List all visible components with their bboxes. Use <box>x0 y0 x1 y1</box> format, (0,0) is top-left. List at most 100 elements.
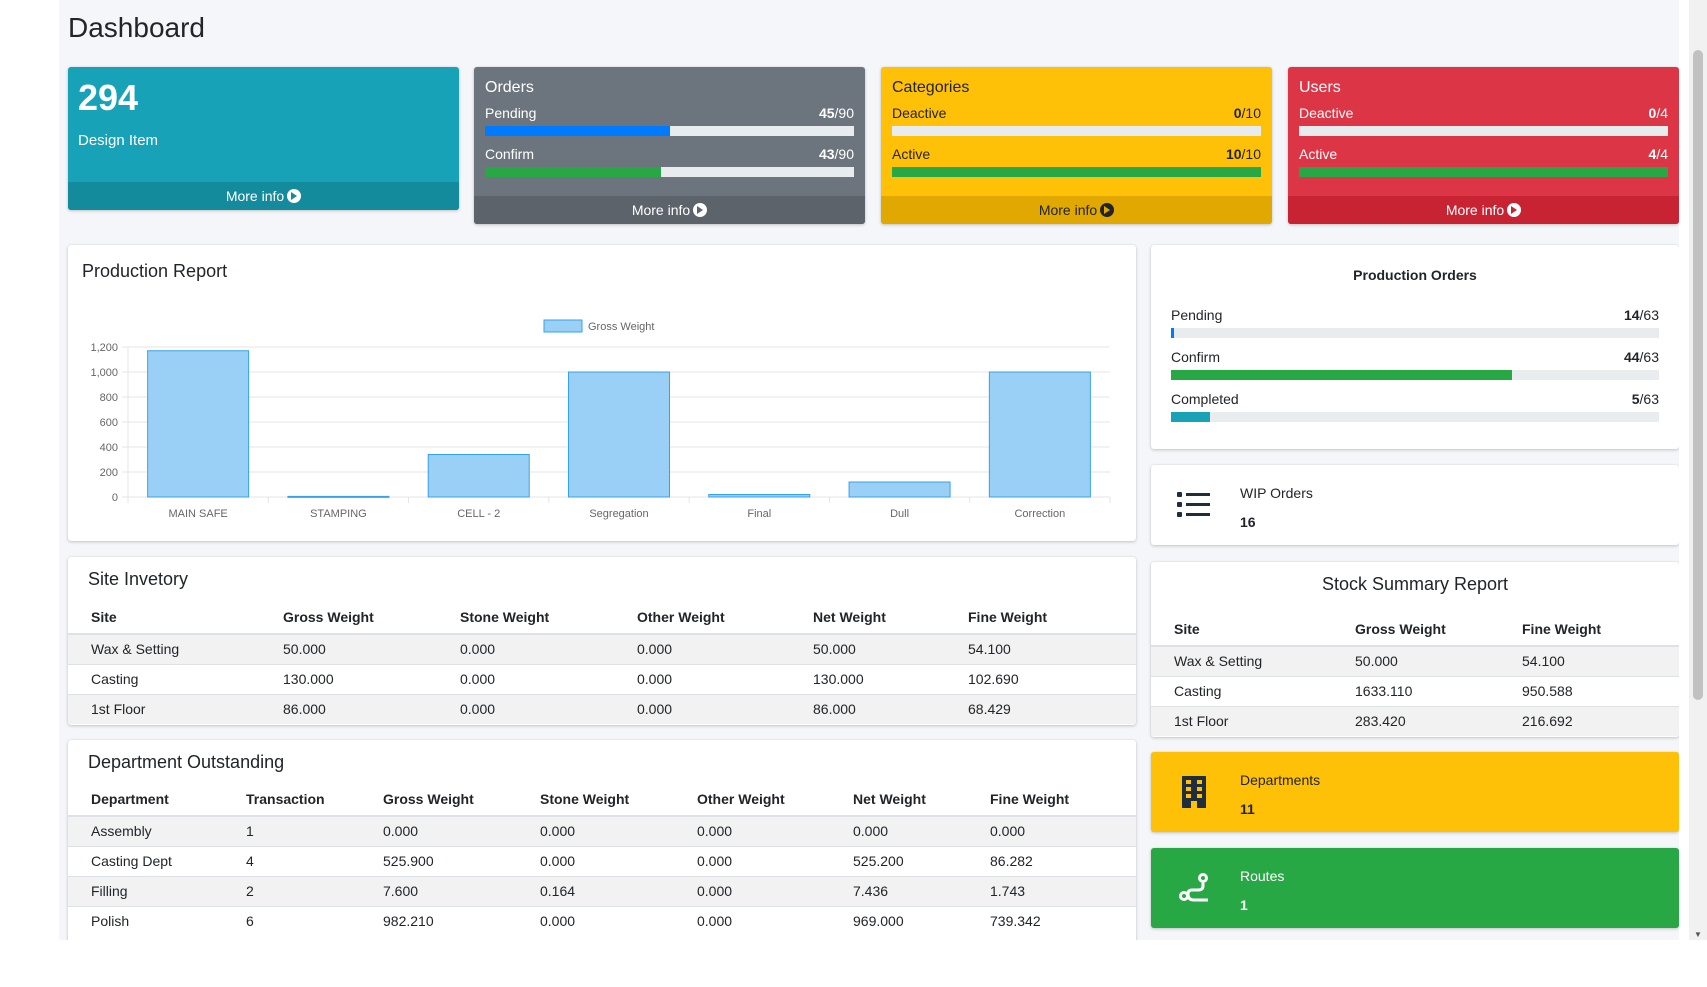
y-tick-label: 400 <box>100 442 118 454</box>
design-item-count: 294 <box>78 77 139 118</box>
po-completed-label: Completed <box>1171 391 1239 407</box>
table-cell: 0.000 <box>674 905 830 936</box>
orders-confirm-fill <box>485 167 662 177</box>
column-header: Gross Weight <box>260 600 437 635</box>
stock-summary-card: Stock Summary Report Site Gross Weight F… <box>1151 562 1679 737</box>
column-header: Transaction <box>223 782 360 817</box>
bar <box>287 495 390 498</box>
table-cell: 982.210 <box>360 905 517 936</box>
column-header: Site <box>1151 612 1332 647</box>
users-more-info-link[interactable]: More info <box>1288 196 1679 224</box>
po-confirm-value: 44/63 <box>1624 349 1659 365</box>
table-cell: 86.000 <box>790 693 945 724</box>
routes-box[interactable]: Routes 1 <box>1151 848 1679 928</box>
orders-more-info-link[interactable]: More info <box>474 196 865 224</box>
table-row: Casting 1633.110 950.588 <box>1151 675 1679 706</box>
dashboard-page: Dashboard 294 Design Item More info Orde… <box>59 0 1679 940</box>
list-icon <box>1176 487 1220 531</box>
table-cell: Wax & Setting <box>68 633 260 664</box>
column-header: Fine Weight <box>1499 612 1679 647</box>
table-cell: 6 <box>223 905 360 936</box>
table-header-row: Site Gross Weight Fine Weight <box>1151 612 1679 647</box>
column-header: Fine Weight <box>967 782 1136 817</box>
table-cell: Casting Dept <box>68 845 223 876</box>
stock-summary-table: Site Gross Weight Fine Weight Wax & Sett… <box>1151 612 1679 736</box>
design-more-info-link[interactable]: More info <box>68 182 459 210</box>
departments-box[interactable]: Departments 11 <box>1151 752 1679 832</box>
table-cell: 50.000 <box>260 633 437 664</box>
table-cell: 130.000 <box>260 663 437 694</box>
po-pending-value: 14/63 <box>1624 307 1659 323</box>
table-row: 1st Floor 283.420 216.692 <box>1151 705 1679 736</box>
table-row: Casting Dept 4 525.900 0.000 0.000 525.200 86.… <box>68 845 1136 876</box>
po-pending-fill <box>1171 328 1174 338</box>
wip-orders-label: WIP Orders <box>1240 485 1313 501</box>
table-cell: Assembly <box>68 815 223 846</box>
more-info-label: More info <box>225 188 285 204</box>
table-cell: 0.000 <box>517 905 674 936</box>
table-cell: 0.000 <box>517 815 674 846</box>
table-cell: 0.000 <box>360 815 517 846</box>
column-header: Fine Weight <box>945 600 1136 635</box>
production-orders-card: Production Orders Pending 14/63 Confirm … <box>1151 245 1679 449</box>
table-row: Wax & Setting 50.000 0.000 0.000 50.000 54.10… <box>68 633 1136 664</box>
column-header: Net Weight <box>830 782 967 817</box>
categories-active-total: /10 <box>1241 146 1261 162</box>
table-cell: 0.000 <box>967 815 1136 846</box>
orders-pending-total: /90 <box>834 105 854 121</box>
site-inventory-title: Site Invetory <box>88 569 189 589</box>
production-report-title: Production Report <box>82 261 228 281</box>
table-cell: 525.200 <box>830 845 967 876</box>
po-completed-fill <box>1171 412 1210 422</box>
categories-more-info-link[interactable]: More info <box>881 196 1272 224</box>
table-cell: 739.342 <box>967 905 1136 936</box>
table-row: Casting 130.000 0.000 0.000 130.000 102.690 <box>68 663 1136 694</box>
table-header-row: Department Transaction Gross Weight Ston… <box>68 782 1136 817</box>
table-cell: 50.000 <box>1332 645 1499 676</box>
column-header: Stone Weight <box>437 600 614 635</box>
column-header: Gross Weight <box>1332 612 1499 647</box>
bar <box>427 454 530 498</box>
table-row: Wax & Setting 50.000 54.100 <box>1151 645 1679 676</box>
arrow-circle-right-icon <box>287 189 302 203</box>
orders-confirm-value: 43/90 <box>819 146 854 162</box>
y-tick-label: 600 <box>100 417 118 429</box>
table-cell: 2 <box>223 875 360 906</box>
po-confirm-count: 44 <box>1623 349 1640 365</box>
y-tick-label: 1,000 <box>90 367 118 379</box>
table-cell: 0.000 <box>614 633 790 664</box>
department-outstanding-card: Department Outstanding Department Transa… <box>68 740 1136 940</box>
bar <box>567 371 671 498</box>
scroll-down-arrow-icon[interactable]: ▼ <box>1694 930 1702 939</box>
orders-pending-label: Pending <box>485 105 537 121</box>
table-cell: 86.282 <box>967 845 1136 876</box>
po-pending-bar <box>1171 328 1659 338</box>
orders-pending-value: 45/90 <box>819 105 854 121</box>
table-cell: 0.000 <box>614 663 790 694</box>
table-cell: Casting <box>68 663 260 694</box>
po-pending-count: 14 <box>1623 307 1640 323</box>
stock-summary-title: Stock Summary Report <box>1321 574 1509 594</box>
x-tick-label: Segregation <box>589 508 648 520</box>
table-cell: 50.000 <box>790 633 945 664</box>
categories-active-count: 10 <box>1225 146 1242 162</box>
table-cell: 0.000 <box>614 693 790 724</box>
scrollbar-thumb[interactable] <box>1693 50 1703 700</box>
site-inventory-table: Site Gross Weight Stone Weight Other Wei… <box>68 600 1136 724</box>
routes-value: 1 <box>1240 897 1248 913</box>
orders-confirm-count: 43 <box>818 146 835 162</box>
wip-orders-box[interactable]: WIP Orders 16 <box>1151 465 1679 545</box>
categories-deactive-bar <box>892 126 1261 136</box>
legend-swatch <box>543 319 583 333</box>
po-completed-value: 5/63 <box>1632 391 1659 407</box>
page-title: Dashboard <box>68 12 205 43</box>
table-cell: 0.000 <box>674 875 830 906</box>
table-cell: 525.900 <box>360 845 517 876</box>
table-cell: Wax & Setting <box>1151 645 1332 676</box>
column-header: Other Weight <box>674 782 830 817</box>
po-confirm-label: Confirm <box>1171 349 1221 365</box>
categories-title: Categories <box>892 79 970 96</box>
column-header: Site <box>68 600 260 635</box>
table-cell: Filling <box>68 875 223 906</box>
table-cell: 0.000 <box>674 815 830 846</box>
